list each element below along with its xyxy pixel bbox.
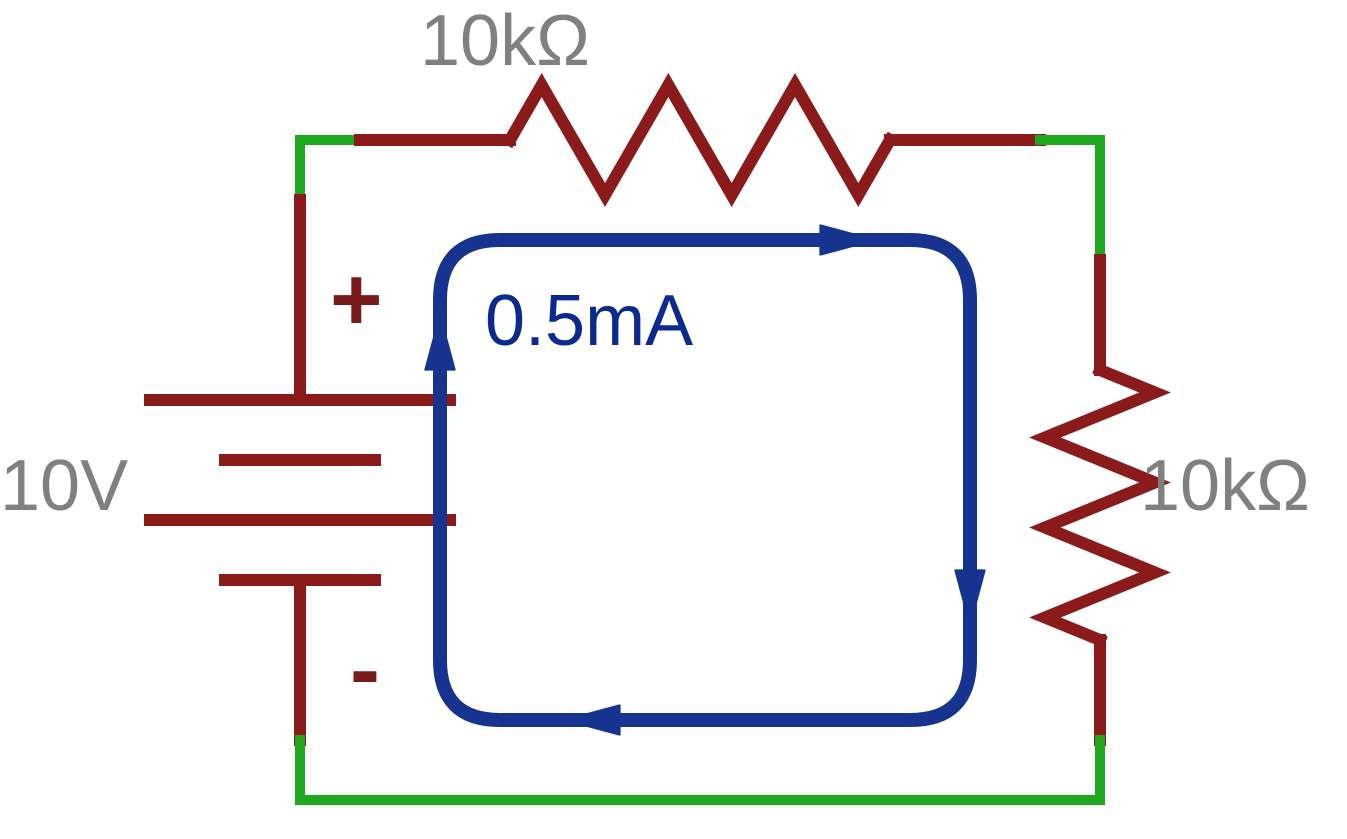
plus-symbol: + — [330, 255, 383, 345]
current-label: 0.5mA — [485, 280, 693, 362]
voltage-label: 10V — [0, 445, 128, 527]
resistor-top-label: 10kΩ — [420, 0, 590, 82]
minus-symbol: - — [350, 625, 380, 715]
circuit-diagram — [0, 0, 1347, 839]
resistor-right-label: 10kΩ — [1140, 445, 1310, 527]
